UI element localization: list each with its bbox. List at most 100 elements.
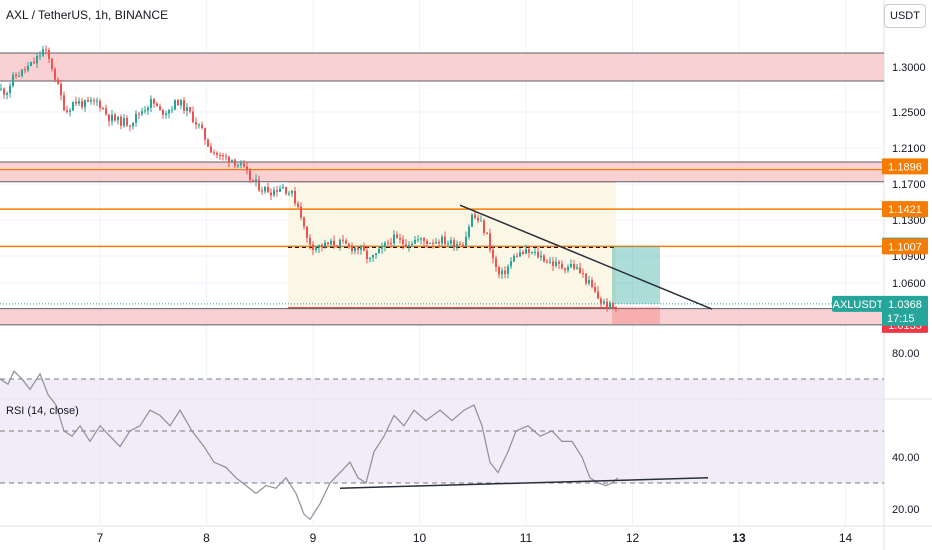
- candle-body: [57, 79, 59, 84]
- candle-body: [42, 49, 44, 56]
- candle-body: [279, 188, 281, 192]
- candle-body: [354, 247, 356, 252]
- candle-body: [381, 246, 383, 249]
- time-tick-label: 7: [97, 531, 104, 545]
- candle-body: [15, 74, 17, 77]
- candle-body: [117, 116, 119, 121]
- candle-body: [303, 217, 305, 227]
- candle-body: [486, 232, 488, 234]
- candle-body: [561, 263, 563, 269]
- resistance-zones: [0, 52, 884, 326]
- zone-band: [0, 161, 884, 182]
- candle-body: [114, 114, 116, 121]
- candle-body: [30, 61, 32, 66]
- range-box: [288, 181, 616, 308]
- price-tag: [882, 201, 928, 218]
- candle-body: [378, 248, 380, 254]
- candle-body: [180, 100, 182, 106]
- candle-body: [318, 244, 320, 248]
- candle-body: [99, 100, 101, 109]
- candle-body: [468, 226, 470, 237]
- candle-body: [396, 234, 398, 238]
- time-tick-label: 8: [203, 531, 210, 545]
- candle-body: [165, 113, 167, 115]
- candle-body: [138, 113, 140, 115]
- candle-body: [24, 69, 26, 71]
- candle-body: [402, 239, 404, 245]
- candle-body: [528, 249, 530, 253]
- candle-body: [390, 242, 392, 244]
- candle-body: [6, 93, 8, 95]
- candle-body: [600, 298, 602, 304]
- candle-body: [534, 251, 536, 253]
- candle-body: [447, 243, 449, 245]
- candle-body: [21, 69, 23, 76]
- candle-body: [228, 156, 230, 163]
- candle-body: [459, 244, 461, 246]
- candle-body: [123, 118, 125, 126]
- candle-body: [507, 266, 509, 275]
- candle-body: [186, 107, 188, 111]
- candle-body: [543, 255, 545, 262]
- zone-band: [0, 308, 884, 325]
- time-axis[interactable]: 7 8 9 10 11 12 13 14: [97, 531, 853, 545]
- candle-body: [393, 234, 395, 244]
- candle-body: [345, 240, 347, 244]
- candle-body: [177, 100, 179, 106]
- candle-body: [477, 217, 479, 221]
- candle-body: [141, 111, 143, 115]
- candle-body: [60, 83, 62, 96]
- candle-body: [246, 166, 248, 171]
- currency-button[interactable]: USDT: [884, 4, 926, 28]
- candle-body: [126, 118, 128, 126]
- candle-body: [483, 220, 485, 233]
- candle-body: [75, 101, 77, 104]
- candle-body: [66, 110, 68, 112]
- candle-body: [90, 100, 92, 102]
- candle-body: [342, 239, 344, 241]
- candle-body: [549, 261, 551, 263]
- candle-body: [525, 249, 527, 254]
- price-axis[interactable]: 1.30001.25001.21001.17001.13001.09001.06…: [892, 62, 926, 516]
- candle-body: [489, 233, 491, 250]
- candle-body: [357, 247, 359, 250]
- candle-body: [96, 100, 98, 102]
- candle-body: [519, 252, 521, 257]
- rsi-title[interactable]: RSI (14, close): [6, 405, 79, 417]
- candle-body: [285, 186, 287, 194]
- candle-body: [315, 247, 317, 250]
- candle-body: [288, 193, 290, 195]
- candle-body: [48, 50, 50, 59]
- candle-body: [330, 240, 332, 245]
- candle-body: [360, 245, 362, 250]
- candle-body: [267, 187, 269, 193]
- candle-body: [465, 236, 467, 246]
- candle-body: [327, 242, 329, 245]
- candle-body: [510, 261, 512, 267]
- zone-band: [0, 53, 884, 81]
- candle-body: [420, 238, 422, 240]
- candle-body: [522, 252, 524, 254]
- time-tick-label: 10: [413, 531, 427, 545]
- candle-body: [294, 190, 296, 204]
- candle-body: [441, 236, 443, 244]
- rsi-tick-label: 40.00: [892, 452, 920, 464]
- candle-body: [153, 99, 155, 104]
- candle-body: [195, 122, 197, 125]
- candle-body: [249, 170, 251, 180]
- candle-body: [12, 74, 14, 87]
- price-tag-label: 1.1421: [888, 204, 922, 216]
- candle-body: [609, 302, 611, 309]
- candle-body: [414, 239, 416, 244]
- countdown-timer: 17:15: [887, 313, 915, 325]
- candle-body: [159, 106, 161, 110]
- candle-body: [408, 244, 410, 248]
- candle-body: [18, 75, 20, 77]
- candle-body: [606, 301, 608, 309]
- time-tick-label: 13: [732, 531, 746, 545]
- candle-body: [456, 244, 458, 248]
- candle-body: [63, 95, 65, 111]
- candle-body: [87, 100, 89, 102]
- symbol-title[interactable]: AXL / TetherUS, 1h, BINANCE: [6, 8, 169, 22]
